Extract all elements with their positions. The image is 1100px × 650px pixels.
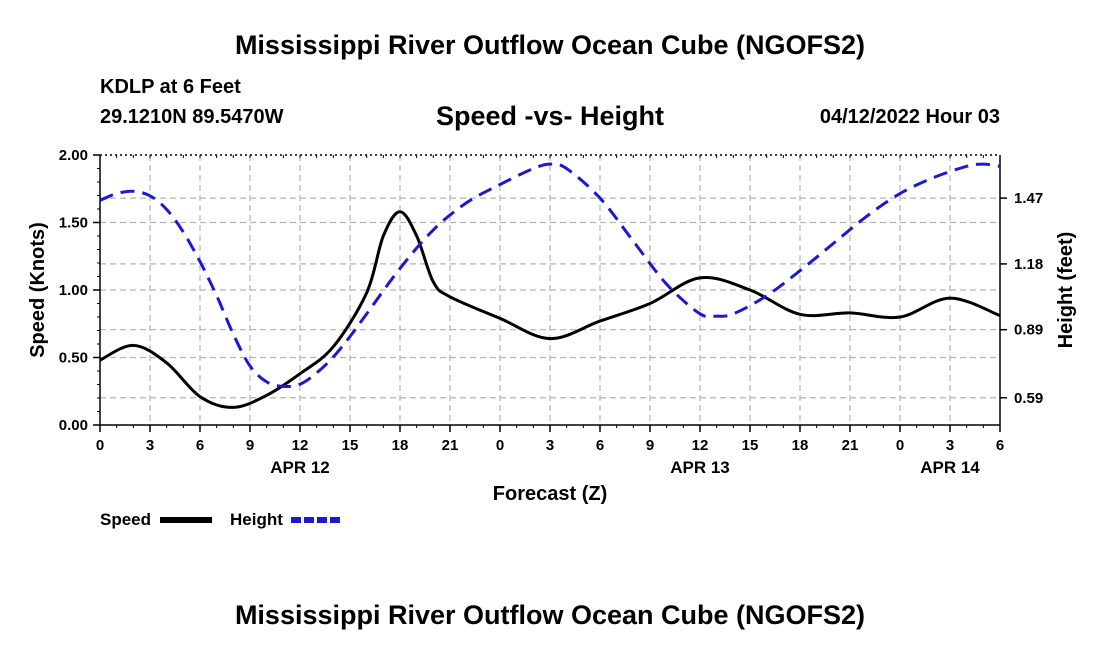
y2-tick-label: 1.47 <box>1014 190 1043 207</box>
y2-axis-title: Height (feet) <box>1055 232 1077 349</box>
speed-series-line <box>99 210 1001 409</box>
x-tick-label: 0 <box>96 437 104 454</box>
x-tick-label: 3 <box>546 437 554 454</box>
x-tick-label: 15 <box>342 437 359 454</box>
legend-label-speed: Speed <box>100 510 151 529</box>
x-tick-label: 9 <box>246 437 254 454</box>
speed-vs-height-chart: 0 3 6 9 12 15 18 21 0 3 6 9 12 15 18 21 0 3 6 0.00 0.50 1.00 1… <box>27 147 1077 529</box>
x-tick-label: 3 <box>946 437 954 454</box>
station-coordinates: 29.1210N 89.5470W <box>100 106 284 128</box>
y2-tick-label: 0.89 <box>1014 322 1043 339</box>
x-tick-label: 21 <box>442 437 459 454</box>
x-tick-label: 21 <box>842 437 859 454</box>
x-tick-label: 12 <box>292 437 309 454</box>
height-series-line <box>99 162 1001 389</box>
x-tick-label: 0 <box>496 437 504 454</box>
x-tick-label: 15 <box>742 437 759 454</box>
y2-tick-label: 1.18 <box>1014 256 1043 273</box>
forecast-timestamp: 04/12/2022 Hour 03 <box>819 106 1000 128</box>
footer-title: Mississippi River Outflow Ocean Cube (NG… <box>234 600 866 630</box>
date-label: APR 13 <box>670 458 730 477</box>
y-tick-label: 0.50 <box>59 350 88 367</box>
y-tick-label: 2.00 <box>59 147 88 164</box>
x-tick-label: 9 <box>646 437 654 454</box>
y-tick-label: 0.00 <box>59 417 88 434</box>
x-axis-title: Forecast (Z) <box>493 483 607 505</box>
y2-tick-label: 0.59 <box>1014 390 1043 407</box>
x-tick-label: 6 <box>996 437 1004 454</box>
x-tick-label: 3 <box>146 437 154 454</box>
x-tick-label: 6 <box>196 437 204 454</box>
x-tick-label: 18 <box>792 437 809 454</box>
date-label: APR 14 <box>920 458 980 477</box>
chart-subtitle: Speed -vs- Height <box>435 101 665 131</box>
y-tick-label: 1.00 <box>59 282 88 299</box>
legend-label-height: Height <box>230 510 283 529</box>
date-label: APR 12 <box>270 458 330 477</box>
x-tick-label: 12 <box>692 437 709 454</box>
chart-title: Mississippi River Outflow Ocean Cube (NG… <box>234 30 866 60</box>
x-tick-label: 18 <box>392 437 409 454</box>
x-tick-label: 0 <box>896 437 904 454</box>
x-tick-label: 6 <box>596 437 604 454</box>
y-tick-label: 1.50 <box>59 215 88 232</box>
y-axis-title: Speed (Knots) <box>27 222 49 358</box>
station-name: KDLP at 6 Feet <box>100 76 241 98</box>
